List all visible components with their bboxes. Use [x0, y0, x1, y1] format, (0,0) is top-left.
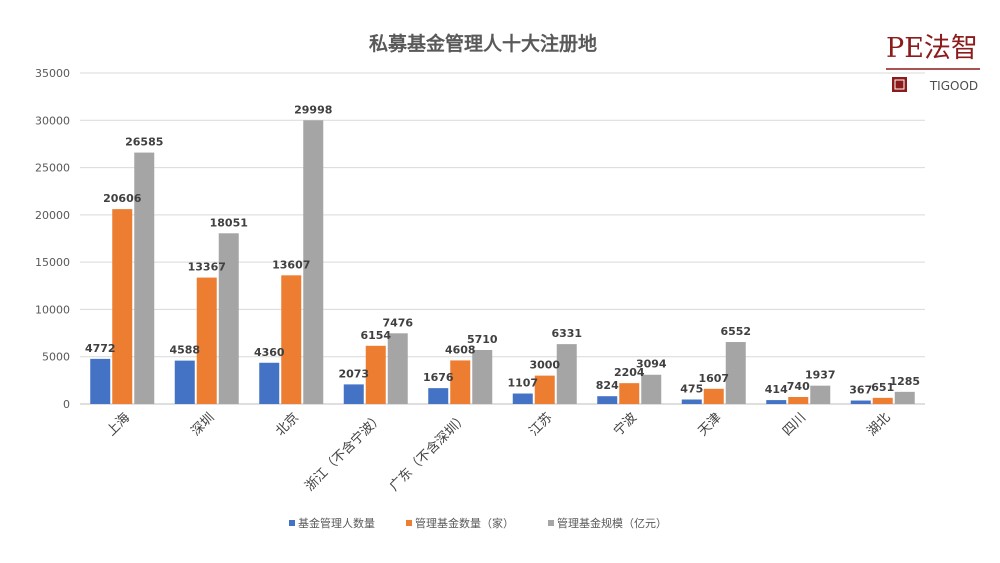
bar: [90, 358, 111, 404]
x-tick-label: 天津: [696, 410, 725, 439]
data-label: 13367: [188, 261, 226, 274]
legend: 基金管理人数量 管理基金数量（家） 管理基金规模（亿元）: [289, 516, 667, 530]
bar: [365, 345, 386, 404]
data-label: 651: [871, 381, 894, 394]
y-tick-label: 25000: [35, 162, 70, 175]
x-tick-label: 湖北: [865, 410, 894, 439]
bar: [218, 233, 239, 404]
data-label: 26585: [125, 136, 163, 149]
x-tick-label: 江苏: [526, 410, 556, 440]
bar: [681, 399, 702, 404]
data-label: 7476: [382, 316, 413, 329]
data-label: 414: [765, 383, 788, 396]
data-label: 20606: [103, 192, 142, 205]
x-tick-label: 四川: [780, 410, 809, 439]
bar: [619, 383, 640, 404]
bar: [174, 360, 195, 404]
bar: [810, 385, 831, 404]
data-label: 6331: [551, 327, 582, 340]
data-label: 740: [787, 380, 810, 393]
data-label: 367: [849, 384, 872, 397]
x-axis: 上海 深圳 北京 浙江（不含宁波） 广东（不含深圳） 江苏 宁波 天津 四川 湖北: [104, 410, 894, 495]
data-label: 1607: [698, 372, 729, 385]
data-label: 6552: [720, 325, 751, 338]
data-label: 3094: [636, 358, 667, 371]
data-label: 475: [680, 383, 703, 396]
bar: [134, 152, 155, 404]
legend-item: 管理基金规模（亿元）: [557, 516, 667, 530]
legend-swatch: [289, 520, 295, 526]
brand-logo: PE法智 TIGOOD: [886, 33, 980, 93]
chart-title: 私募基金管理人十大注册地: [369, 32, 597, 55]
brand-seal-icon: [892, 77, 907, 92]
data-label: 824: [596, 379, 619, 392]
bar: [450, 360, 471, 404]
data-label: 1107: [507, 377, 538, 390]
bar: [343, 384, 364, 404]
y-tick-label: 10000: [35, 303, 70, 316]
data-label: 13607: [272, 258, 310, 271]
bar: [872, 397, 893, 404]
y-tick-label: 5000: [42, 351, 70, 364]
bars: [90, 120, 915, 404]
data-label: 2204: [614, 366, 645, 379]
bar: [725, 342, 746, 404]
bar: [428, 388, 449, 404]
data-label: 4772: [85, 342, 116, 355]
bar: [281, 275, 302, 404]
x-tick-label: 上海: [104, 410, 133, 439]
bar: [766, 400, 787, 404]
y-tick-label: 20000: [35, 209, 70, 222]
legend-item: 基金管理人数量: [298, 516, 375, 530]
data-label: 6154: [360, 329, 391, 342]
data-label: 18051: [210, 216, 248, 229]
legend-item: 管理基金数量（家）: [415, 516, 514, 530]
bar: [703, 388, 724, 404]
bar: [534, 375, 555, 404]
brand-logo-sub: TIGOOD: [929, 79, 978, 93]
bar: [788, 397, 809, 404]
bar: [387, 333, 408, 404]
data-label: 29998: [294, 103, 332, 116]
bar: [472, 349, 493, 404]
data-labels: 4772 20606 26585 4588 13367 18051 4360 13607 299…: [85, 103, 920, 396]
legend-swatch: [548, 520, 554, 526]
x-tick-label: 深圳: [189, 410, 218, 439]
data-label: 1937: [805, 369, 836, 382]
bar: [894, 391, 915, 404]
y-tick-label: 30000: [35, 114, 70, 127]
bar: [556, 344, 577, 404]
data-label: 4360: [254, 346, 285, 359]
y-tick-label: 35000: [35, 67, 70, 80]
bar: [641, 374, 662, 404]
x-tick-label: 北京: [273, 410, 302, 439]
y-tick-label: 0: [63, 398, 70, 411]
x-tick-label: 浙江（不含宁波）: [302, 410, 387, 495]
brand-logo-name: PE法智: [886, 33, 978, 64]
bar: [850, 400, 871, 404]
data-label: 5710: [467, 333, 498, 346]
x-tick-label: 宁波: [610, 410, 640, 440]
data-label: 3000: [529, 359, 560, 372]
data-label: 4588: [169, 344, 200, 357]
data-label: 2073: [338, 367, 369, 380]
y-axis: 0 5000 10000 15000 20000 25000 30000 35000: [35, 67, 70, 411]
bar: [259, 362, 280, 404]
bar: [597, 396, 618, 404]
bar: [512, 393, 533, 404]
data-label: 1285: [889, 375, 920, 388]
y-tick-label: 15000: [35, 256, 70, 269]
legend-swatch: [406, 520, 412, 526]
bar: [303, 120, 324, 404]
data-label: 4608: [445, 343, 476, 356]
bar: [196, 277, 217, 404]
data-label: 1676: [423, 371, 454, 384]
bar: [112, 209, 133, 404]
x-tick-label: 广东（不含深圳）: [386, 410, 471, 495]
